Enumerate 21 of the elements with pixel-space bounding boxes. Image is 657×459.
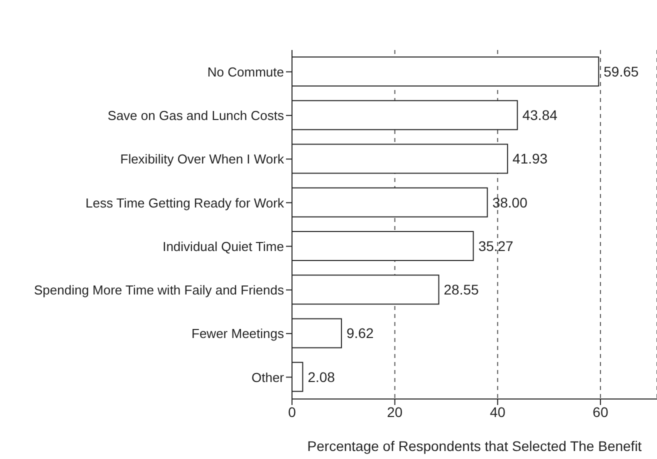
y-tick-label: Spending More Time with Faily and Friends xyxy=(34,282,284,298)
data-label: 9.62 xyxy=(346,325,374,342)
data-label: 35.27 xyxy=(478,238,514,254)
data-label: 41.93 xyxy=(512,150,548,167)
x-tick-label: 0 xyxy=(288,404,296,420)
x-tick-label: 20 xyxy=(387,404,403,420)
y-tick-label: Individual Quiet Time xyxy=(162,238,284,254)
data-label: 43.84 xyxy=(522,107,558,124)
y-tick-label: Save on Gas and Lunch Costs xyxy=(108,108,284,124)
data-label: 59.65 xyxy=(604,63,639,80)
data-label: 38.00 xyxy=(492,194,528,210)
y-tick-label: Other xyxy=(251,370,285,385)
y-tick-label: Flexibility Over When I Work xyxy=(120,152,284,167)
y-tick-label: Fewer Meetings xyxy=(192,326,284,342)
data-label: 28.55 xyxy=(444,282,480,298)
y-tick-label: Less Time Getting Ready for Work xyxy=(86,195,284,210)
x-tick-label: 40 xyxy=(490,404,506,420)
x-axis-title: Percentage of Respondents that Selected The Benefit xyxy=(307,438,642,454)
y-tick-label: No Commute xyxy=(207,64,284,80)
x-tick-label: 60 xyxy=(592,404,608,420)
data-label: 2.08 xyxy=(308,368,336,385)
